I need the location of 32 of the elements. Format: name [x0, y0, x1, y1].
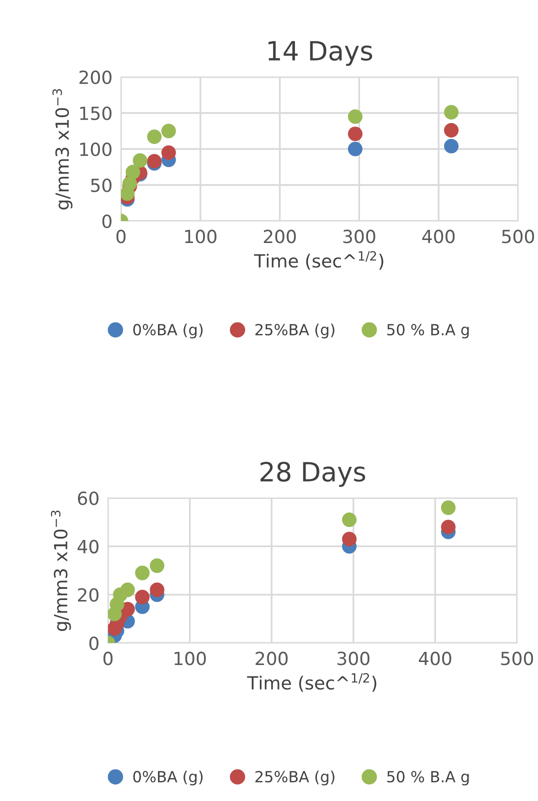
y-tick-label: 100 — [80, 142, 112, 156]
x-axis-title: Time (sec^$^{1/2}$) — [247, 673, 376, 692]
x-tick-label: 400 — [422, 230, 455, 244]
y-tick-label: 0 — [102, 214, 112, 228]
legend-label: 50 % B.A g — [387, 770, 469, 786]
y-axis-title: g/mm3 x10$^{−3}$ — [52, 89, 72, 210]
x-tick-label: 200 — [264, 230, 296, 244]
y-tick-label: 150 — [80, 106, 112, 120]
y-tick-label: 40 — [78, 540, 98, 554]
chart-title: 28 Days — [260, 462, 366, 487]
x-tick-label: 100 — [185, 230, 216, 244]
x-tick-label: 0 — [116, 230, 126, 244]
x-tick-label: 300 — [343, 230, 376, 244]
chart-title: 14 Days — [268, 41, 372, 66]
legend-label: 0%BA (g) — [133, 770, 203, 786]
x-tick-label: 200 — [256, 652, 288, 666]
legend-label: 25%BA (g) — [255, 770, 334, 786]
y-axis-title: g/mm3 x10$^{−3}$ — [50, 510, 71, 631]
legend-label: 0%BA (g) — [133, 324, 203, 338]
x-tick-label: 100 — [174, 652, 206, 666]
legend-label: 25%BA (g) — [255, 324, 334, 338]
x-tick-label: 500 — [501, 652, 534, 666]
x-tick-label: 400 — [418, 652, 452, 666]
y-tick-label: 20 — [78, 588, 98, 602]
legend-label: 50 % B.A g — [387, 324, 469, 338]
y-tick-label: 60 — [78, 491, 98, 506]
x-tick-label: 300 — [338, 652, 370, 666]
y-tick-label: 50 — [91, 178, 112, 192]
x-axis-title: Time (sec^$^{1/2}$) — [254, 251, 384, 270]
y-tick-label: 200 — [80, 70, 112, 84]
x-tick-label: 500 — [502, 230, 534, 244]
y-tick-label: 0 — [89, 636, 98, 650]
